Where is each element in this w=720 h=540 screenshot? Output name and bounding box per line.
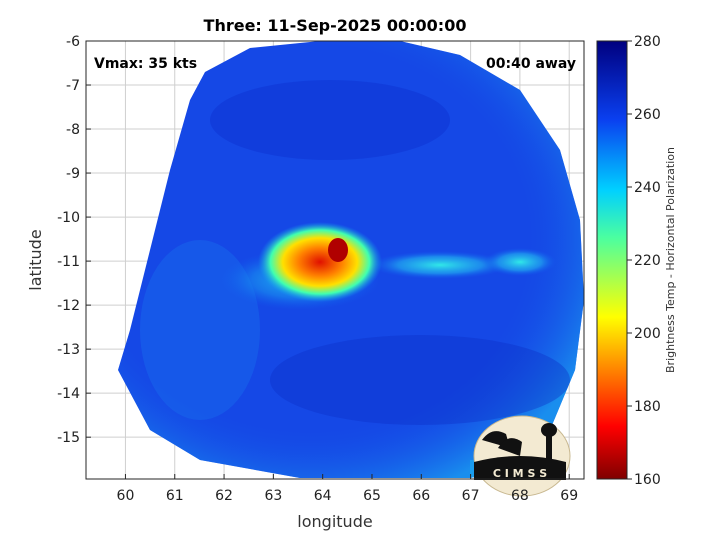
axes-frame — [85, 40, 585, 480]
chart-title: Three: 11-Sep-2025 00:00:00 — [204, 16, 467, 35]
y-tick-label-1: -7 — [66, 78, 80, 94]
x-tick-label-9: 69 — [560, 488, 578, 504]
x-tick-label-0: 60 — [117, 488, 135, 504]
colorbar-ticks: 160 180 200 220 240 260 280 — [627, 34, 661, 488]
x-tick-label-4: 64 — [314, 488, 332, 504]
colorbar-tick-label-2: 200 — [634, 326, 661, 342]
y-tick-label-0: -6 — [66, 34, 80, 50]
y-tick-label-2: -8 — [66, 122, 80, 138]
colorbar — [597, 41, 627, 479]
cimss-logo: C I M S S — [473, 415, 571, 497]
convective-core — [258, 222, 382, 302]
x-tick-label-6: 66 — [412, 488, 430, 504]
y-tick-label-6: -12 — [57, 298, 80, 314]
time-label: 00:40 away — [486, 56, 576, 72]
x-tick-label-3: 63 — [264, 488, 282, 504]
x-tick-label-5: 65 — [363, 488, 381, 504]
y-tick-label-5: -11 — [57, 254, 80, 270]
y-tick-label-3: -9 — [66, 166, 80, 182]
colorbar-tick-label-0: 160 — [634, 472, 661, 488]
colorbar-tick-label-1: 180 — [634, 399, 661, 415]
y-tick-label-4: -10 — [57, 210, 80, 226]
y-tick-label-7: -13 — [57, 342, 80, 358]
x-tick-label-7: 67 — [462, 488, 480, 504]
swath-image — [118, 41, 584, 478]
y-axis-label: latitude — [26, 229, 45, 290]
x-axis: 60 61 62 63 64 65 66 67 68 69 — [117, 474, 578, 504]
cimss-logo-text: C I M S S — [493, 467, 547, 480]
x-tick-label-2: 62 — [215, 488, 233, 504]
colorbar-label: Brightness Temp - Horizontal Polarizatio… — [664, 147, 677, 373]
x-tick-label-1: 61 — [166, 488, 184, 504]
y-axis: -6 -7 -8 -9 -10 -11 -12 -13 -14 -15 — [57, 34, 91, 446]
y-tick-label-8: -14 — [57, 386, 80, 402]
y-tick-label-9: -15 — [57, 430, 80, 446]
vmax-label: Vmax: 35 kts — [94, 56, 197, 72]
colorbar-tick-label-4: 240 — [634, 180, 661, 196]
x-axis-label: longitude — [297, 512, 372, 531]
colorbar-tick-label-6: 280 — [634, 34, 661, 50]
x-tick-label-8: 68 — [511, 488, 529, 504]
colorbar-tick-label-5: 260 — [634, 107, 661, 123]
colorbar-tick-label-3: 220 — [634, 253, 661, 269]
